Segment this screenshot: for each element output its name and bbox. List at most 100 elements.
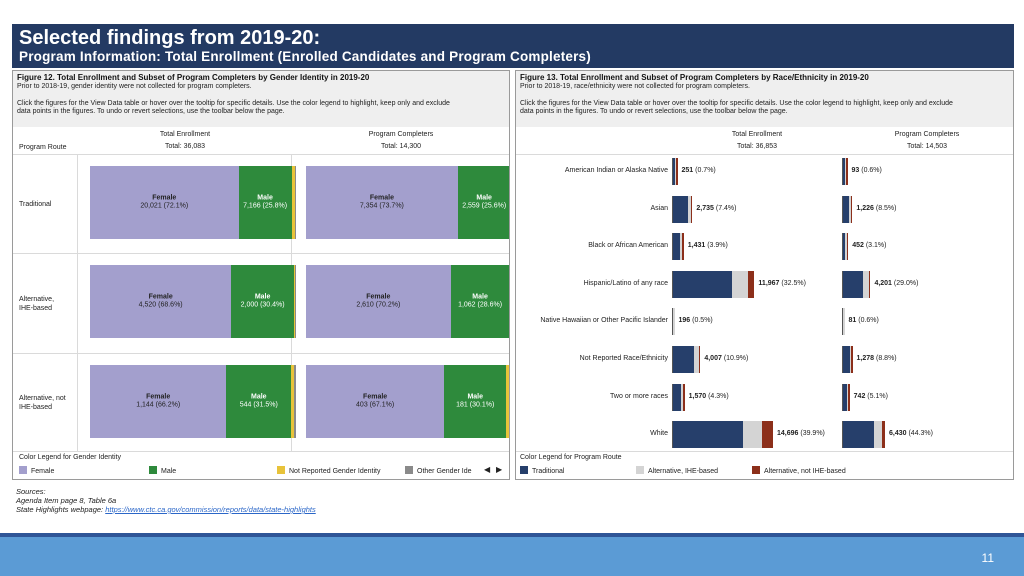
fig13-axis-line [842,420,843,448]
legend-item-female[interactable]: Female [19,466,54,475]
fig12-bar-not-reported[interactable] [506,365,509,438]
fig13-category-label: American Indian or Alaska Native [564,167,668,174]
fig13-bar-traditional[interactable] [673,157,675,185]
fig13-bar-alt-ihe[interactable] [844,157,846,185]
legend-item-alt-ihe[interactable]: Alternative, IHE-based [636,466,718,475]
fig12-bar-not-reported[interactable] [291,365,295,438]
fig12-bar-other[interactable] [295,265,296,338]
legend-item-traditional[interactable]: Traditional [520,466,564,475]
fig12-bar-female[interactable]: Female 1,144 (66.2%) [90,365,227,438]
fig13-bar-alt-ihe[interactable] [732,270,748,298]
fig13-value-label: 742 (5.1%) [853,393,888,400]
fig13-bar-alt-ihe[interactable] [873,420,883,448]
fig13-bar-alt-not-ihe[interactable] [850,195,853,223]
fig12-bar-male[interactable]: Male 7,166 (25.8%) [238,166,292,239]
fig12-route-label-1: Alternative, IHE-based [19,296,55,312]
figure-13-note: Prior to 2018-19, race/ethnicity were no… [520,83,750,90]
fig12-bar-value: 20,021 (72.1%) [140,202,189,210]
fig13-axis-line [842,195,843,223]
legend-scroll-left-icon[interactable]: ◀ [484,465,491,474]
fig13-bar-alt-ihe[interactable] [862,270,869,298]
fig13-bar-traditional[interactable] [843,383,847,411]
fig12-bar-male[interactable]: Male 544 (31.5%) [226,365,292,438]
fig13-value-label: 1,278 (8.8%) [856,355,897,362]
fig13-bar-alt-not-ihe[interactable] [690,195,693,223]
fig13-bar-traditional[interactable] [843,345,850,373]
fig13-bar-alt-ihe[interactable] [849,345,852,373]
fig13-bar-alt-not-ihe[interactable] [762,420,773,448]
figure-12-instructions-1: Click the figures for the View Data tabl… [17,99,450,107]
fig13-bar-alt-not-ihe[interactable] [882,420,885,448]
fig12-bar-female[interactable]: Female 7,354 (73.7%) [306,166,458,239]
fig13-bar-alt-ihe[interactable] [680,232,683,260]
sources-line-2: State Highlights webpage: https://www.ct… [16,505,316,514]
fig12-bar-other[interactable] [295,166,296,239]
fig12-bar-category: Male [254,293,271,300]
fig13-bar-alt-ihe[interactable] [681,383,684,411]
fig13-bar-alt-ihe[interactable] [674,157,676,185]
fig12-bar-female[interactable]: Female 2,610 (70.2%) [306,265,451,338]
legend-scroll-right-icon[interactable]: ▶ [496,465,503,474]
fig13-bar-alt-not-ihe[interactable] [868,270,871,298]
fig13-bar-traditional[interactable] [843,195,850,223]
fig13-col2-total: Total: 14,503 [906,143,948,150]
fig13-axis-line [672,195,673,223]
fig13-bar-alt-ihe[interactable] [673,307,675,335]
fig13-bar-alt-ihe[interactable] [849,195,851,223]
fig13-bar-traditional[interactable] [843,157,845,185]
figure-12-panel: Figure 12. Total Enrollment and Subset o… [12,70,510,480]
fig13-bar-traditional[interactable] [673,195,688,223]
fig13-bar-alt-not-ihe[interactable] [698,345,701,373]
fig13-bar-alt-not-ihe[interactable] [848,383,850,411]
fig13-bar-traditional[interactable] [673,270,733,298]
fig12-bar-category: Female [369,194,394,201]
fig12-bar-not-reported[interactable] [291,166,296,239]
fig13-col2-title: Program Completers [894,131,960,138]
state-highlights-link[interactable]: https://www.ctc.ca.gov/commission/report… [105,505,316,514]
fig12-bar-other[interactable] [294,365,296,438]
fig13-axis-line [842,157,843,185]
fig13-category-label: Not Reported Race/Ethnicity [579,355,668,362]
fig12-bar-category: Male [257,194,273,201]
legend-item-alt-not-ihe[interactable]: Alternative, not IHE-based [752,466,846,475]
legend-item-not-reported-gender[interactable]: Not Reported Gender Identity [277,466,380,475]
fig13-bar-alt-not-ihe[interactable] [747,270,755,298]
fig13-bar-alt-ihe[interactable] [694,345,699,373]
fig12-bar-male[interactable]: Male 2,559 (25.6%) [457,166,509,239]
fig13-bar-alt-not-ihe[interactable] [683,383,685,411]
fig12-bar-male[interactable]: Male 1,062 (28.6%) [450,265,509,338]
legend-item-other-gender[interactable]: Other Gender Ide [405,466,471,475]
fig13-bar-alt-ihe[interactable] [743,420,763,448]
fig13-bar-alt-not-ihe[interactable] [851,345,853,373]
legend-item-male[interactable]: Male [149,466,176,475]
fig13-bar-traditional[interactable] [673,420,744,448]
fig12-bar-label: Female 20,021 (72.1%) [90,194,239,211]
fig13-bar-alt-not-ihe[interactable] [846,232,849,260]
fig13-bar-alt-ihe[interactable] [843,307,845,335]
fig12-bar-female[interactable]: Female 403 (67.1%) [306,365,445,438]
fig13-bar-alt-not-ihe[interactable] [846,157,848,185]
fig13-bar-traditional[interactable] [673,345,695,373]
alt-ihe-swatch [636,466,644,474]
fig13-bar-traditional[interactable] [843,270,863,298]
fig13-category-label: White [650,430,668,437]
sources-label: Sources: [16,487,46,496]
fig12-bar-male[interactable]: Male 181 (30.1%) [444,365,507,438]
fig12-bar-female[interactable]: Female 4,520 (68.6%) [90,265,232,338]
other-gender-swatch [405,466,413,474]
fig13-bar-alt-ihe[interactable] [845,232,847,260]
fig13-bar-alt-ihe[interactable] [687,195,691,223]
fig12-bar-not-reported[interactable] [293,265,296,338]
fig13-bar-alt-not-ihe[interactable] [676,157,678,185]
fig12-bar-male[interactable]: Male 2,000 (30.4%) [231,265,294,338]
fig12-bar-female[interactable]: Female 20,021 (72.1%) [90,166,239,239]
fig13-axis-line [672,232,673,260]
fig13-bar-traditional[interactable] [843,232,846,260]
fig13-bar-traditional[interactable] [673,383,682,411]
fig13-bar-traditional[interactable] [843,420,874,448]
sources-line-1: Agenda Item page 8, Table 6a [16,496,117,505]
fig12-legend: Color Legend for Gender Identity Female … [13,454,509,479]
fig13-bar-traditional[interactable] [673,232,681,260]
fig13-bar-alt-not-ihe[interactable] [682,232,684,260]
fig13-bar-alt-ihe[interactable] [846,383,849,411]
